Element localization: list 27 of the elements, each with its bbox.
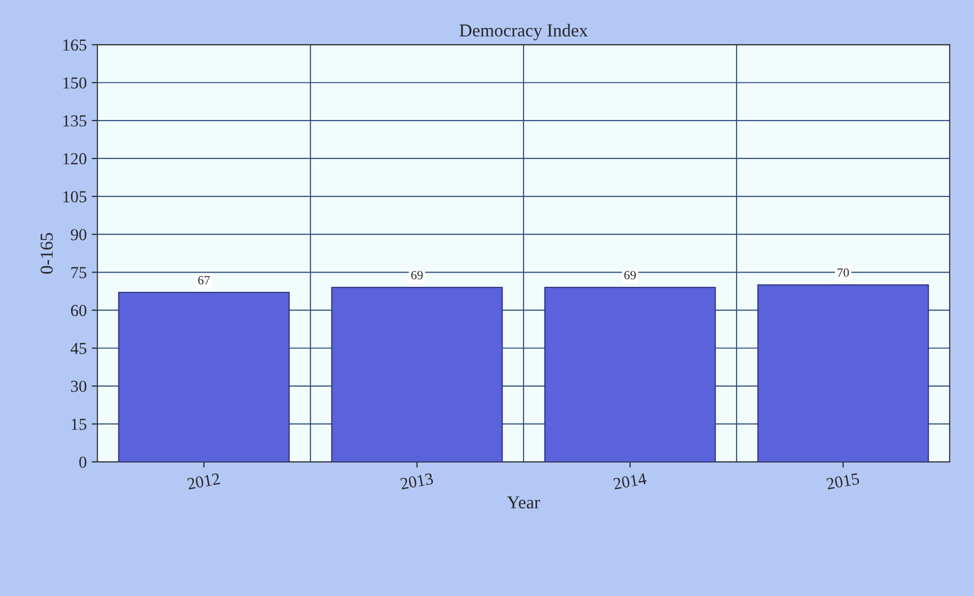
y-tick-label: 150 (63, 77, 86, 89)
bar (118, 292, 290, 462)
y-axis-title: 0-165 (40, 232, 53, 274)
bar (757, 284, 929, 462)
x-tick-label: 2014 (613, 472, 647, 490)
y-tick-label: 90 (70, 229, 86, 240)
bar (544, 286, 716, 462)
chart-title: Democracy Index (460, 24, 588, 40)
y-tick-label: 120 (63, 153, 86, 164)
x-tick-label: 2012 (187, 472, 220, 490)
x-tick-label: 2013 (400, 472, 434, 490)
y-tick-label: 105 (63, 191, 86, 202)
data-label: 69 (624, 270, 636, 280)
y-tick-label: 15 (72, 418, 86, 430)
y-tick-label: 60 (71, 304, 86, 316)
y-tick-label: 165 (63, 39, 86, 51)
data-label: 69 (411, 270, 423, 280)
y-tick-label: 0 (79, 456, 86, 468)
data-label: 67 (198, 276, 210, 284)
x-tick-label: 2015 (826, 472, 860, 490)
x-axis-title: Year (507, 496, 540, 508)
data-label: 70 (838, 268, 849, 277)
y-tick-label: 135 (63, 115, 86, 126)
y-tick-label: 75 (71, 267, 86, 278)
y-tick-label: 30 (71, 380, 86, 392)
y-tick-label: 45 (70, 342, 86, 354)
bar (331, 286, 503, 462)
